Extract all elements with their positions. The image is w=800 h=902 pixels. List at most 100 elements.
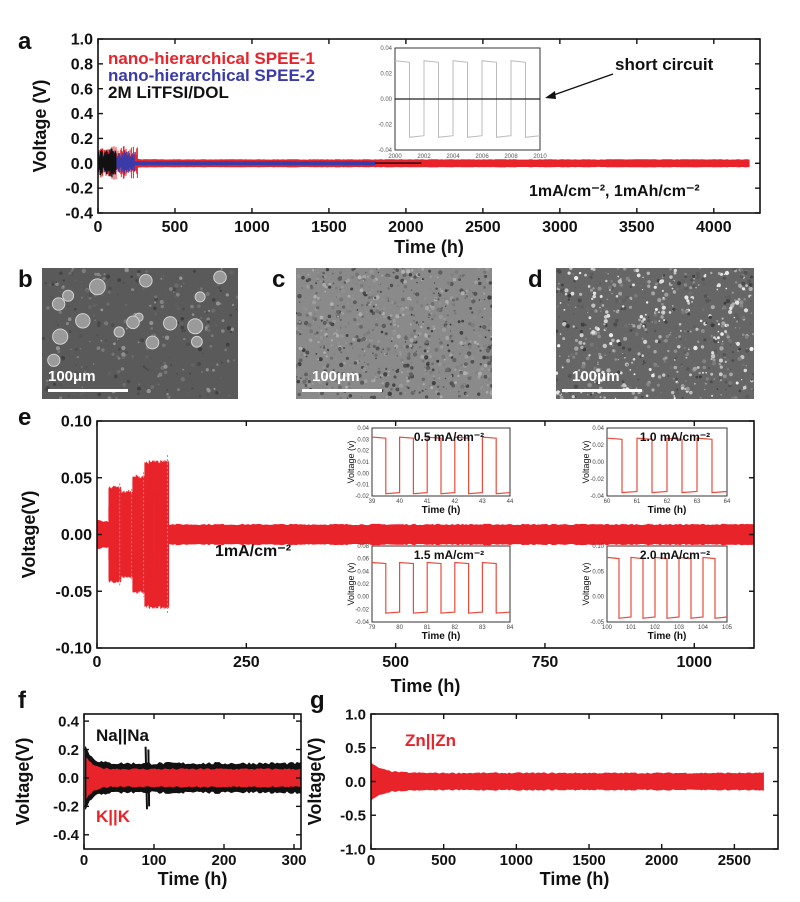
sem-grain [479, 300, 482, 303]
sem-grain [299, 332, 302, 336]
sem-grain [718, 372, 723, 377]
sem-grain [630, 298, 633, 300]
sem-grain [166, 389, 168, 391]
sem-grain [488, 368, 491, 371]
sem-grain [738, 283, 743, 288]
sem-grain [371, 379, 375, 383]
sem-grain [736, 320, 739, 323]
sem-grain [326, 370, 331, 375]
sem-grain [362, 291, 366, 295]
sem-grain [121, 355, 125, 359]
sem-grain [672, 305, 674, 307]
sem-grain [182, 368, 185, 371]
sem-particle [163, 316, 178, 331]
sem-grain [676, 287, 679, 291]
sem-grain [657, 375, 662, 379]
sem-grain [308, 311, 313, 316]
sem-grain [333, 352, 336, 356]
sem-grain [569, 268, 573, 270]
sem-grain [181, 330, 184, 333]
sem-grain [370, 274, 375, 279]
sem-grain [477, 277, 480, 281]
sem-grain [327, 314, 332, 319]
sem-grain [103, 273, 106, 276]
sem-grain [633, 373, 636, 376]
sem-grain [704, 273, 707, 276]
series-spee2-band [97, 161, 376, 166]
sem-grain [638, 318, 641, 322]
sem-grain [725, 389, 727, 391]
sem-grain [681, 396, 684, 399]
sem-grain [372, 352, 374, 355]
sem-grain [115, 396, 118, 399]
sem-grain [574, 338, 579, 343]
inset-a-x-tick: 2004 [446, 154, 460, 160]
sem-grain [449, 323, 452, 326]
sem-grain [413, 292, 416, 295]
sem-grain [46, 379, 49, 382]
sem-grain [381, 306, 386, 311]
sem-grain [487, 374, 490, 378]
chart-e: 0 250 500 750 1000-0.10-0.050.000.050.10Time… [19, 414, 755, 696]
sem-grain [376, 378, 378, 380]
sem-grain [212, 298, 216, 302]
x-tick-label: 0 [94, 219, 103, 236]
sem-grain [635, 332, 639, 336]
sem-grain [202, 352, 205, 355]
sem-grain [370, 305, 373, 308]
sem-grain [315, 335, 318, 338]
sem-grain [678, 323, 682, 326]
sem-grain [639, 323, 642, 326]
sem-grain [387, 316, 391, 320]
sem-grain [380, 330, 384, 334]
sem-grain [297, 392, 301, 397]
sem-grain [454, 270, 459, 274]
sem-grain [356, 309, 359, 311]
sem-grain [324, 285, 328, 289]
sem-grain [392, 331, 396, 336]
sem-grain [83, 391, 86, 394]
sem-grain [305, 350, 310, 355]
sem-grain [483, 344, 487, 349]
scale-bar-c [302, 389, 382, 392]
sem-grain [732, 268, 737, 271]
inset-e-x-tick: 103 [674, 625, 685, 631]
sem-grain [328, 386, 331, 389]
sem-grain [707, 366, 711, 369]
sem-grain [695, 375, 699, 379]
sem-grain [426, 365, 431, 370]
sem-grain [725, 394, 728, 397]
sem-grain [410, 313, 413, 316]
sem-grain [386, 347, 391, 352]
sem-grain [320, 391, 324, 396]
sem-grain [405, 311, 410, 316]
sem-particle [113, 326, 125, 338]
sem-grain [656, 279, 660, 283]
sem-grain [212, 368, 215, 372]
sem-grain [600, 379, 603, 383]
inset-e-x-tick: 83 [479, 625, 486, 631]
sem-grain [300, 384, 305, 389]
sem-grain [479, 363, 482, 366]
sem-grain [234, 327, 238, 331]
sem-grain [386, 273, 389, 276]
sem-grain [556, 329, 559, 333]
sem-grain [472, 329, 475, 331]
sem-grain [359, 288, 364, 293]
sem-grain [190, 304, 194, 309]
sem-grain [438, 389, 441, 391]
sem-grain [599, 306, 601, 309]
sem-grain [408, 273, 413, 277]
inset-e-x-tick: 39 [369, 499, 376, 505]
sem-grain [485, 390, 489, 394]
sem-grain [683, 283, 688, 287]
sem-grain [750, 388, 753, 391]
sem-grain [51, 280, 56, 285]
sem-grain [722, 276, 726, 280]
sem-grain [662, 296, 665, 299]
sem-grain [392, 271, 395, 274]
sem-grain [458, 278, 461, 281]
sem-grain [488, 329, 490, 332]
sem-grain [438, 338, 441, 341]
sem-grain [438, 302, 442, 306]
